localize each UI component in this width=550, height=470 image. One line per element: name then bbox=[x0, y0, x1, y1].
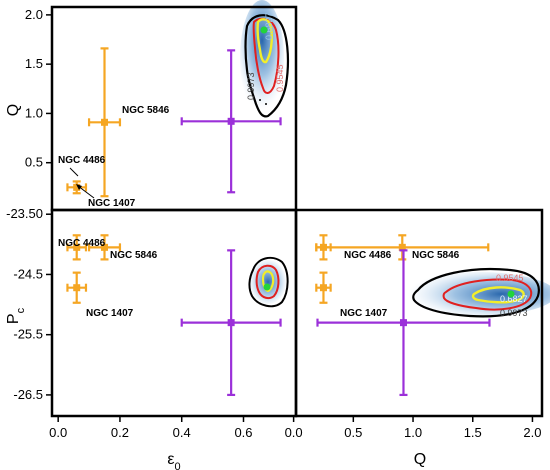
error-point bbox=[66, 180, 88, 195]
y-tick-label: -24.5 bbox=[13, 266, 43, 281]
axes: 0.5 1.0 1.5 2.0 -26.5 -25.5 -24.5 -23.50 0.0 0.2 0… bbox=[6, 7, 541, 440]
contour-label-0.9973: 0.9973 bbox=[500, 308, 528, 318]
error-point bbox=[87, 47, 122, 198]
label-ngc-5846: NGC 5846 bbox=[412, 250, 460, 261]
label-ngc-1407: NGC 1407 bbox=[86, 308, 134, 319]
data-point-marker bbox=[101, 118, 109, 126]
x-tick-label: 0.2 bbox=[111, 425, 129, 440]
data-point-marker bbox=[319, 284, 327, 292]
error-point bbox=[315, 271, 332, 304]
label-ngc-4486: NGC 4486 bbox=[58, 238, 106, 249]
xlabel-q: Q bbox=[414, 451, 426, 468]
y-tick-label: 1.0 bbox=[25, 105, 43, 120]
error-point bbox=[316, 249, 491, 397]
y-tick-label: -25.5 bbox=[13, 327, 43, 342]
frame-bottom-right bbox=[294, 208, 544, 418]
x-tick-label: 0.0 bbox=[49, 425, 67, 440]
y-tick-label: -26.5 bbox=[13, 387, 43, 402]
error-point bbox=[87, 234, 122, 261]
contour-0.6827 bbox=[261, 270, 275, 293]
ylabel-pc: Pc bbox=[5, 307, 27, 324]
error-point bbox=[66, 234, 88, 261]
contour-0.9545 bbox=[252, 17, 280, 94]
data-point-marker bbox=[101, 243, 109, 251]
arrow-ngc-4486 bbox=[69, 167, 79, 177]
y-tick-label: 1.5 bbox=[25, 56, 43, 71]
contour-0.6827 bbox=[471, 286, 525, 304]
arrow-ngc-1407 bbox=[77, 185, 95, 199]
x-tick-label: 1.0 bbox=[404, 425, 422, 440]
panel-q-vs-epsilon: 0.6827 0.9545 0.9973 NGC 5846 NGC 4486 N… bbox=[58, 0, 290, 209]
y-tick-label: 0.5 bbox=[25, 155, 43, 170]
contour-0.9973 bbox=[244, 14, 290, 118]
label-ngc-4486: NGC 4486 bbox=[344, 250, 392, 261]
posterior-peak bbox=[260, 26, 268, 34]
label-ngc-1407: NGC 1407 bbox=[88, 198, 136, 209]
contour-label-0.9545: 0.9545 bbox=[496, 273, 524, 283]
posterior-peak bbox=[263, 283, 271, 291]
data-point-marker bbox=[227, 117, 235, 125]
x-tick-label: 1.5 bbox=[464, 425, 482, 440]
x-tick-label: 0.4 bbox=[173, 425, 191, 440]
error-point bbox=[66, 271, 88, 304]
contour-label-0.9973: 0.9973 bbox=[246, 72, 256, 100]
error-point bbox=[180, 249, 282, 397]
contour-0.9973 bbox=[412, 267, 540, 318]
data-point-marker bbox=[73, 243, 81, 251]
x-tick-label: 0.0 bbox=[285, 425, 303, 440]
contour-label-0.9545: 0.9545 bbox=[275, 64, 285, 92]
data-point-marker bbox=[399, 319, 407, 327]
mcmc-dot bbox=[265, 103, 267, 105]
data-point-marker bbox=[73, 284, 81, 292]
ylabel-q: Q bbox=[5, 104, 22, 116]
y-tick-label: -23.50 bbox=[6, 206, 43, 221]
label-ngc-4486: NGC 4486 bbox=[58, 155, 106, 166]
mcmc-dot bbox=[259, 99, 261, 101]
x-tick-label: 2.0 bbox=[523, 425, 541, 440]
contour-label-0.6827: 0.6827 bbox=[500, 294, 528, 304]
x-tick-label: 0.5 bbox=[344, 425, 362, 440]
contour-0.9545 bbox=[255, 264, 280, 300]
error-point bbox=[180, 49, 282, 194]
data-point-marker bbox=[73, 183, 81, 191]
data-point-marker bbox=[227, 319, 235, 327]
error-point bbox=[315, 234, 490, 261]
contour-0.9545 bbox=[442, 278, 533, 311]
xlabel-epsilon: ε0 bbox=[167, 451, 180, 470]
y-tick-label: 2.0 bbox=[25, 7, 43, 22]
contour-label-0.6827: 0.6827 bbox=[264, 12, 274, 40]
panel-pc-vs-epsilon: NGC 4486 NGC 5846 NGC 1407 bbox=[58, 234, 289, 397]
label-ngc-5846: NGC 5846 bbox=[122, 105, 170, 116]
posterior-peak bbox=[507, 290, 515, 298]
x-tick-label: 0.6 bbox=[234, 425, 252, 440]
label-ngc-5846: NGC 5846 bbox=[110, 250, 158, 261]
data-points bbox=[66, 47, 282, 198]
contour-0.6827 bbox=[256, 18, 273, 64]
data-points bbox=[315, 234, 491, 397]
data-point-marker bbox=[398, 243, 406, 251]
data-points bbox=[66, 234, 282, 397]
arrowhead bbox=[76, 184, 82, 190]
panel-pc-vs-q: 0.9545 0.6827 0.9973 NGC 4486 NGC 5846 N… bbox=[315, 234, 550, 397]
label-ngc-1407: NGC 1407 bbox=[340, 308, 388, 319]
contour-0.9973 bbox=[248, 256, 289, 308]
